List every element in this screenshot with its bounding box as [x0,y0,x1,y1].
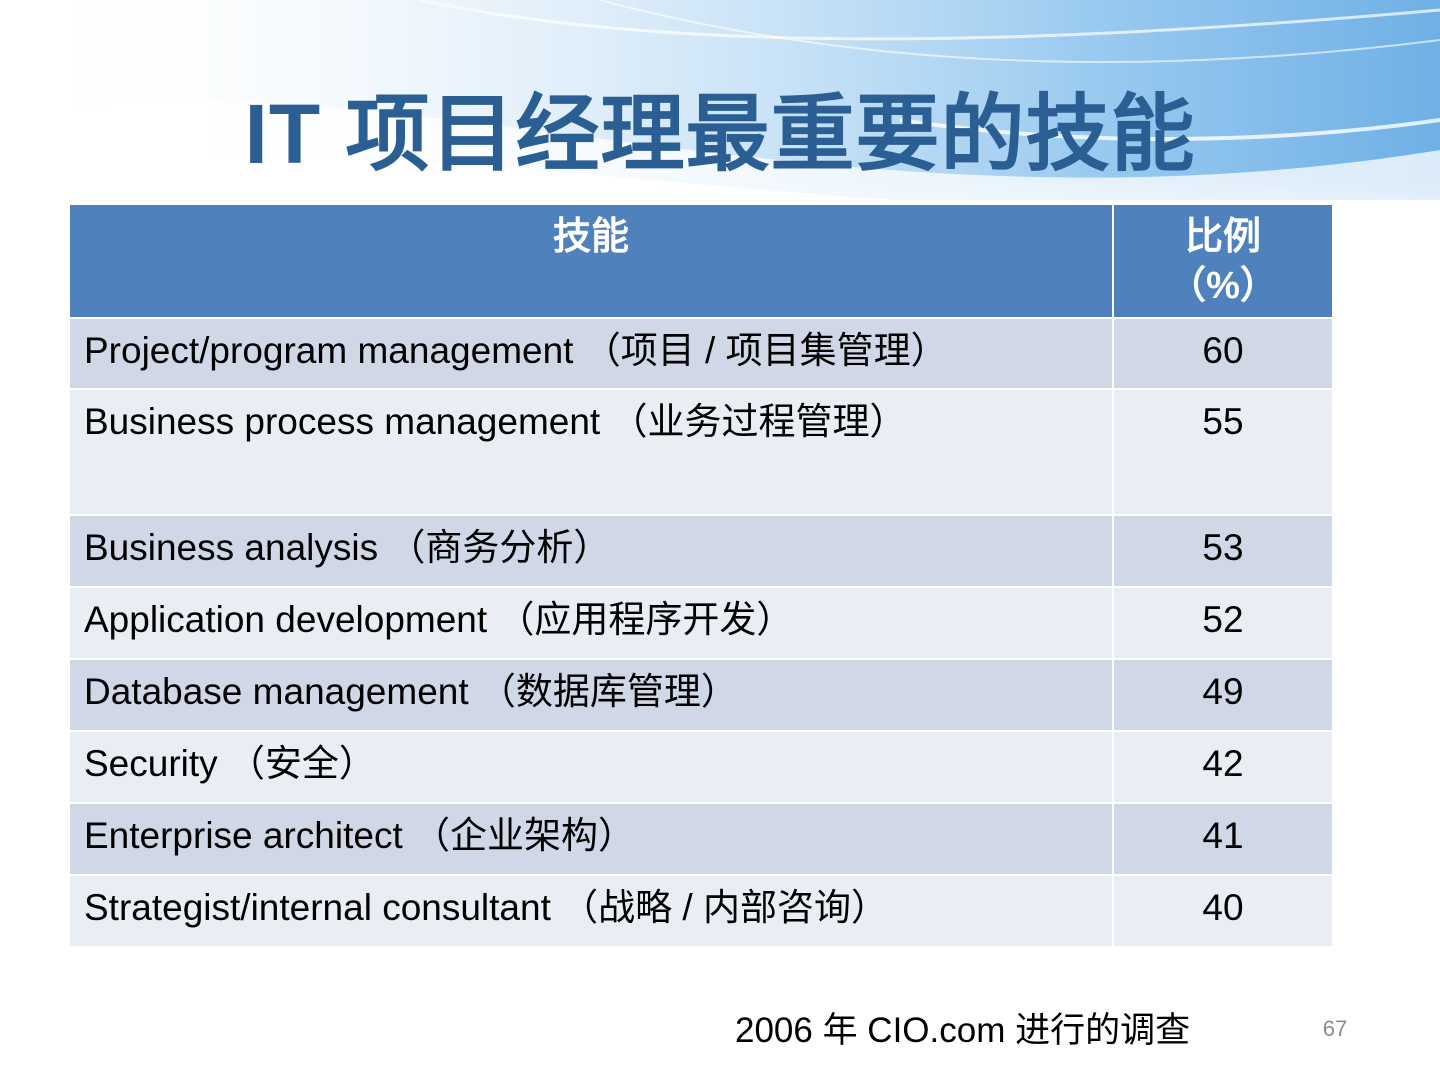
table-header-row: 技能 比例 （%） [68,203,1334,319]
percent-cell: 42 [1112,730,1334,804]
percent-cell: 41 [1112,802,1334,876]
skill-cell: Enterprise architect （企业架构） [68,802,1114,876]
percent-cell: 53 [1112,514,1334,588]
skill-cell: Database management （数据库管理） [68,658,1114,732]
skill-cell: Strategist/internal consultant （战略 / 内部咨… [68,874,1114,948]
header-percent-unit: （%） [1168,265,1278,308]
percent-cell: 49 [1112,658,1334,732]
slide-number: 67 [1322,1016,1348,1041]
slide-title: IT 项目经理最重要的技能 [244,87,1196,181]
header-percent: 比例 （%） [1112,203,1334,319]
skill-cell: Application development （应用程序开发） [68,586,1114,660]
table-row: Business analysis （商务分析） 53 [68,514,1334,588]
table-row: Security （安全） 42 [68,730,1334,804]
table-row: Application development （应用程序开发） 52 [68,586,1334,660]
table-row: Business process management （业务过程管理） 55 [68,388,1334,516]
skill-cell: Security （安全） [68,730,1114,804]
skills-table: 技能 比例 （%） Project/program management （项目… [68,203,1334,948]
table-row: Enterprise architect （企业架构） 41 [68,802,1334,876]
skill-cell: Project/program management （项目 / 项目集管理） [68,317,1114,390]
header-skill: 技能 [68,203,1114,319]
table-row: Project/program management （项目 / 项目集管理） … [68,317,1334,390]
table-row: Database management （数据库管理） 49 [68,658,1334,732]
percent-cell: 52 [1112,586,1334,660]
percent-cell: 55 [1112,388,1334,516]
skill-cell: Business analysis （商务分析） [68,514,1114,588]
percent-cell: 60 [1112,317,1334,390]
source-note: 2006 年 CIO.com 进行的调查 [735,1011,1191,1050]
header-percent-label: 比例 [1184,216,1261,258]
skill-cell: Business process management （业务过程管理） [68,388,1114,516]
table-row: Strategist/internal consultant （战略 / 内部咨… [68,874,1334,948]
percent-cell: 40 [1112,874,1334,948]
